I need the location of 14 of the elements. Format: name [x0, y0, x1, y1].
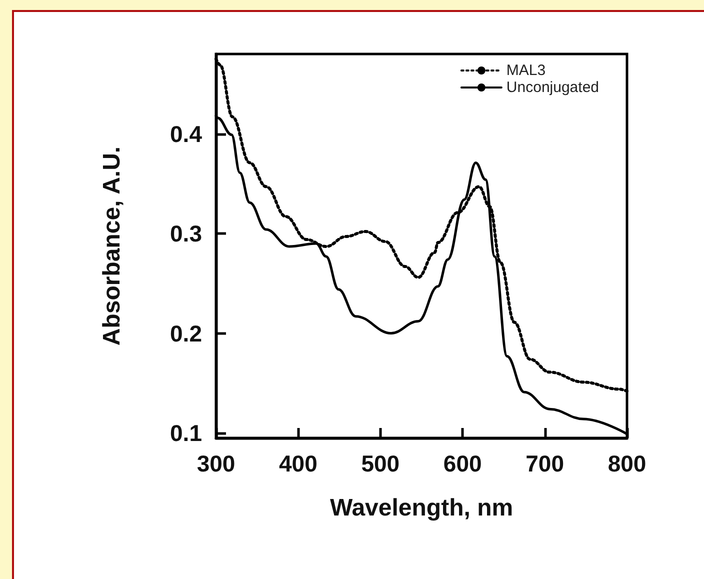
y-tick-label: 0.4	[170, 120, 202, 147]
y-axis-title: Absorbance, A.U.	[98, 146, 126, 346]
x-tick-label: 800	[608, 450, 646, 476]
x-tick-label: 300	[196, 450, 236, 476]
x-tick-label: 600	[443, 450, 482, 476]
y-tick-label: 0.2	[170, 320, 202, 346]
x-axis-title: Wavelength, nm	[330, 494, 514, 522]
x-tick-label: 700	[526, 450, 564, 476]
x-tick-label: 500	[361, 450, 400, 476]
x-tick-label: 400	[279, 450, 318, 476]
y-tick-label: 0.3	[170, 220, 202, 247]
legend-label: MAL3	[506, 62, 546, 79]
legend-label: Unconjugated	[506, 79, 600, 96]
y-tick-label: 0.1	[170, 420, 202, 446]
